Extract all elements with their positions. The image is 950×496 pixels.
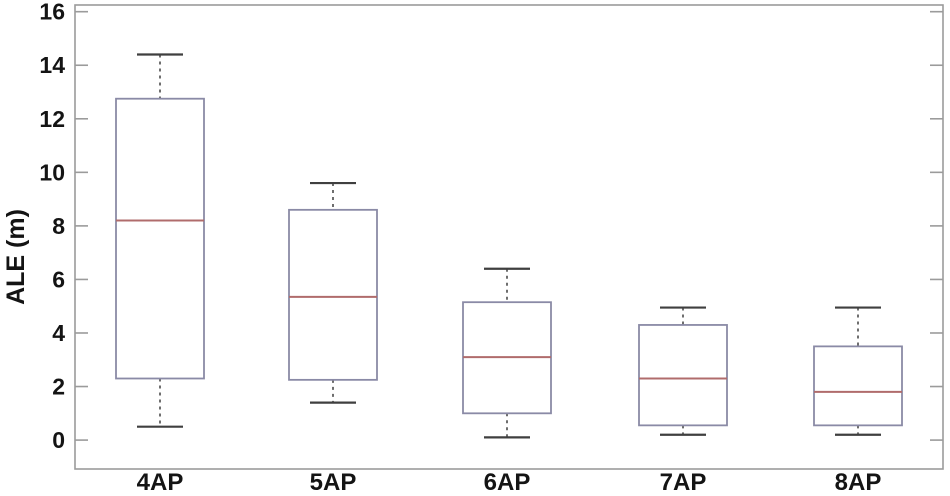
- iqr-box: [288, 208, 378, 381]
- y-axis-tick-label: 12: [39, 106, 65, 132]
- x-axis-category-label: 6AP: [484, 469, 531, 496]
- iqr-box: [115, 97, 205, 380]
- y-axis-tick-label: 0: [52, 427, 65, 453]
- x-axis-category-label: 7AP: [660, 469, 707, 496]
- y-axis-tick-label: 10: [39, 159, 65, 185]
- x-axis-category-label: 4AP: [137, 469, 184, 496]
- plot-frame: [74, 4, 944, 470]
- y-axis-tick-label: 4: [52, 320, 65, 346]
- iqr-box: [638, 324, 728, 427]
- y-axis-tick-label: 2: [52, 374, 65, 400]
- y-axis-tick-label: 8: [52, 213, 65, 239]
- iqr-box: [813, 345, 903, 427]
- y-axis-title: ALE (m): [2, 209, 30, 305]
- x-axis-category-label: 5AP: [310, 469, 357, 496]
- y-axis-tick-label: 16: [39, 0, 65, 25]
- y-axis-tick-label: 14: [39, 52, 65, 78]
- x-axis-category-label: 8AP: [835, 469, 882, 496]
- y-axis-tick-label: 6: [52, 266, 65, 292]
